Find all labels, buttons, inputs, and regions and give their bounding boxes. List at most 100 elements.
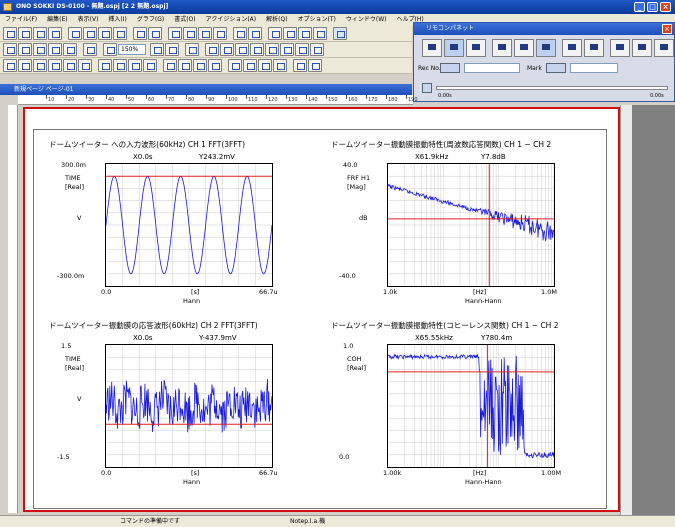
menu-help[interactable]: ヘルプ(H): [396, 16, 424, 23]
record-icon[interactable]: [422, 39, 442, 57]
menu-insert[interactable]: 挿入(I): [108, 16, 127, 23]
menu-view[interactable]: 表示(V): [77, 16, 99, 23]
monitor-icon[interactable]: [444, 39, 464, 57]
graph-icon[interactable]: [18, 43, 32, 56]
rec-no-select[interactable]: [464, 63, 520, 73]
calc-icon[interactable]: [163, 59, 177, 72]
new-file-icon[interactable]: [3, 27, 17, 40]
menu-graph[interactable]: グラフ(G): [136, 16, 165, 23]
report-icon[interactable]: [293, 59, 307, 72]
play-icon[interactable]: [492, 39, 512, 57]
arrange-icon[interactable]: [313, 27, 327, 40]
step-icon[interactable]: [584, 39, 604, 57]
export-icon[interactable]: [113, 27, 127, 40]
reset-icon[interactable]: [654, 39, 674, 57]
graph-plot-area[interactable]: [387, 344, 555, 468]
fft-icon[interactable]: [178, 59, 192, 72]
page-icon[interactable]: [3, 43, 17, 56]
mark-stepper[interactable]: [546, 63, 566, 73]
image-icon[interactable]: [63, 43, 77, 56]
settings-icon[interactable]: [308, 59, 322, 72]
position-reset-icon[interactable]: [422, 83, 432, 93]
average-icon[interactable]: [536, 39, 556, 57]
paste-icon[interactable]: [198, 27, 212, 40]
remote-close-icon[interactable]: ×: [662, 24, 672, 34]
page-width-icon[interactable]: [185, 43, 199, 56]
graph-plot-area[interactable]: [105, 163, 273, 287]
chart-icon[interactable]: [48, 43, 62, 56]
zoom-out-icon[interactable]: [165, 43, 179, 56]
polyline-icon[interactable]: [310, 43, 324, 56]
zoom-select[interactable]: 150%: [118, 44, 146, 55]
graph-plot-area[interactable]: [387, 163, 555, 287]
pause-icon[interactable]: [466, 39, 486, 57]
remote-panel-titlebar[interactable]: リモコンパネット ×: [414, 23, 674, 35]
compare-icon[interactable]: [143, 59, 157, 72]
group-icon[interactable]: [205, 43, 219, 56]
grid-icon[interactable]: [268, 27, 282, 40]
cut-icon[interactable]: [168, 27, 182, 40]
position-slider[interactable]: [436, 86, 668, 90]
minimize-icon[interactable]: _: [634, 2, 645, 12]
print-preview-icon[interactable]: [83, 27, 97, 40]
statistics-icon[interactable]: [273, 59, 287, 72]
ellipse-icon[interactable]: [280, 43, 294, 56]
zoom-fit-icon[interactable]: [83, 43, 97, 56]
overlay-icon[interactable]: [128, 59, 142, 72]
zoom-percent-icon[interactable]: [103, 43, 117, 56]
align-center-icon[interactable]: [248, 27, 262, 40]
menu-analysis[interactable]: 解析(Q): [266, 16, 288, 23]
menu-file[interactable]: ファイル(F): [5, 16, 38, 23]
zoom-in-icon[interactable]: [150, 43, 164, 56]
ruler-label: 180: [388, 97, 398, 103]
scale-icon[interactable]: [98, 59, 112, 72]
save-icon[interactable]: [33, 27, 47, 40]
arm-icon[interactable]: [632, 39, 652, 57]
copy-icon[interactable]: [183, 27, 197, 40]
save-all-icon[interactable]: [48, 27, 62, 40]
menu-format[interactable]: 書式(O): [174, 16, 196, 23]
undo-icon[interactable]: [133, 27, 147, 40]
peak-icon[interactable]: [228, 59, 242, 72]
window-fn-icon[interactable]: [208, 59, 222, 72]
table-icon[interactable]: [33, 43, 47, 56]
vertical-scrollbar[interactable]: [620, 105, 632, 515]
line-icon[interactable]: [295, 43, 309, 56]
menu-options[interactable]: オプション(T): [297, 16, 336, 23]
close-icon[interactable]: ×: [660, 2, 671, 12]
ungroup-icon[interactable]: [220, 43, 234, 56]
first-record-icon[interactable]: [3, 59, 17, 72]
redo-icon[interactable]: [148, 27, 162, 40]
print-icon[interactable]: [68, 27, 82, 40]
autoscale-icon[interactable]: [113, 59, 127, 72]
harmonic-icon[interactable]: [243, 59, 257, 72]
pointer-icon[interactable]: [333, 27, 347, 40]
open-file-icon[interactable]: [18, 27, 32, 40]
marker-icon[interactable]: [78, 59, 92, 72]
prev-record-icon[interactable]: [18, 59, 32, 72]
graph-plot-area[interactable]: [105, 344, 273, 468]
rec-no-stepper[interactable]: [440, 63, 460, 73]
next-record-icon[interactable]: [33, 59, 47, 72]
layout-icon[interactable]: [298, 27, 312, 40]
menu-edit[interactable]: 編集(E): [47, 16, 68, 23]
rectangle-icon[interactable]: [265, 43, 279, 56]
cursor-icon[interactable]: [63, 59, 77, 72]
maximize-icon[interactable]: □: [647, 2, 658, 12]
page-setup-icon[interactable]: [98, 27, 112, 40]
mark-select[interactable]: [570, 63, 618, 73]
stop-icon[interactable]: [514, 39, 534, 57]
sweep-icon[interactable]: [562, 39, 582, 57]
octave-icon[interactable]: [258, 59, 272, 72]
menu-window[interactable]: ウィンドウ(W): [345, 16, 387, 23]
bring-front-icon[interactable]: [235, 43, 249, 56]
last-record-icon[interactable]: [48, 59, 62, 72]
snap-icon[interactable]: [283, 27, 297, 40]
text-icon[interactable]: [250, 43, 264, 56]
menu-acquisition[interactable]: アクイジション(A): [205, 16, 257, 23]
align-left-icon[interactable]: [233, 27, 247, 40]
filter-icon[interactable]: [193, 59, 207, 72]
delete-icon[interactable]: [213, 27, 227, 40]
trigger-icon[interactable]: [610, 39, 630, 57]
page-window-titlebar[interactable]: 新規ページ ページ-01: [0, 84, 412, 95]
